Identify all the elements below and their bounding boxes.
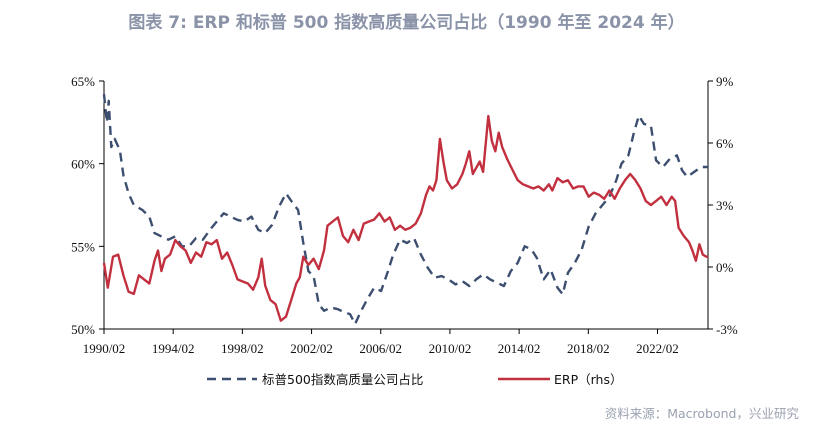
x-tick-label: 2002/02	[290, 341, 333, 356]
series-line-erp	[102, 114, 708, 322]
chart-title: 图表 7: ERP 和标普 500 指数高质量公司占比（1990 年至 2024…	[128, 13, 685, 33]
series-lines	[102, 94, 708, 326]
y-left-tick-label: 50%	[71, 322, 95, 337]
chart: 50% 55% 60% 65% -3% 0% 3% 6% 9% 1990/02 1994/02 199…	[71, 74, 738, 387]
legend: 标普500指数高质量公司占比 ERP（rhs）	[207, 372, 622, 387]
x-tick-label: 2022/02	[636, 341, 679, 356]
series-line-share	[102, 94, 708, 326]
y-left-tick-label: 65%	[71, 74, 95, 89]
y-right-tick-label: 9%	[716, 74, 734, 89]
x-tick-label: 2006/02	[359, 341, 402, 356]
x-tick-label: 1998/02	[221, 341, 264, 356]
x-tick-label: 2018/02	[567, 341, 610, 356]
y-right-tick-label: 0%	[716, 260, 734, 275]
y-left-tick-label: 55%	[71, 239, 95, 254]
tick-labels: 50% 55% 60% 65% -3% 0% 3% 6% 9% 1990/02 1994/02 199…	[71, 74, 738, 356]
axes	[99, 80, 713, 334]
source-note: 资料来源：Macrobond，兴业研究	[604, 406, 799, 421]
legend-label-erp: ERP（rhs）	[554, 372, 622, 387]
x-tick-label: 1990/02	[83, 341, 126, 356]
x-tick-label: 2010/02	[429, 341, 472, 356]
y-left-tick-label: 60%	[71, 157, 95, 172]
legend-label-share: 标普500指数高质量公司占比	[262, 372, 423, 387]
x-tick-label: 1994/02	[152, 341, 195, 356]
x-tick-label: 2014/02	[498, 341, 541, 356]
y-right-tick-label: 3%	[716, 198, 734, 213]
y-right-tick-label: -3%	[716, 322, 738, 337]
y-right-tick-label: 6%	[716, 136, 734, 151]
